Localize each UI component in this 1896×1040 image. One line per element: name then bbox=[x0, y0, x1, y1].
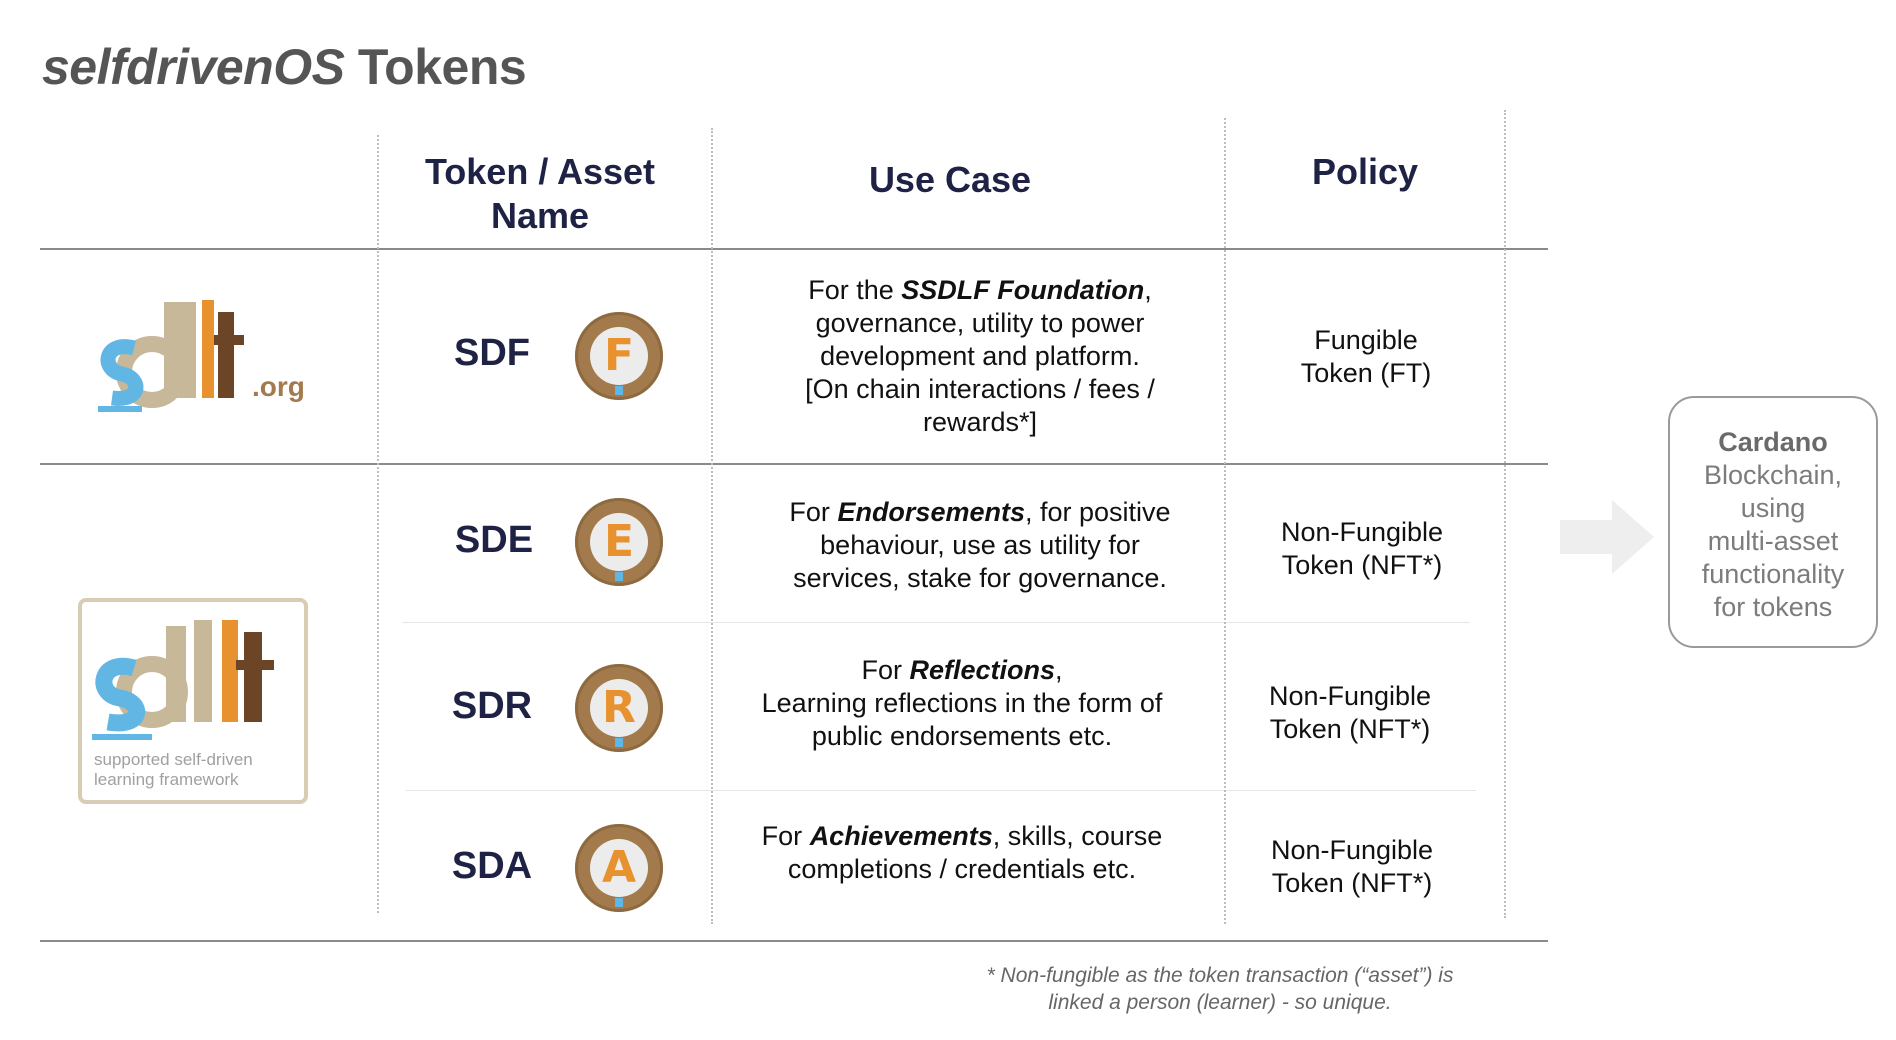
row-divider-sde bbox=[402, 622, 1470, 623]
column-divider-1 bbox=[377, 135, 379, 913]
coin-sde-icon: E bbox=[575, 498, 663, 586]
coin-sda-icon: A bbox=[575, 824, 663, 912]
sdlf-framework-mark bbox=[92, 620, 274, 740]
symbol-sdf: SDF bbox=[454, 332, 530, 374]
sdlf-org-logo: .org bbox=[98, 300, 305, 412]
sdlf-org-suffix: .org bbox=[252, 371, 305, 402]
column-divider-3 bbox=[1224, 118, 1226, 924]
symbol-sde: SDE bbox=[454, 519, 534, 561]
use-case-sde: For Endorsements, for positive behaviour… bbox=[789, 497, 1171, 593]
column-divider-2 bbox=[711, 128, 713, 924]
arrow-right-icon bbox=[1560, 500, 1654, 574]
coin-sdr-icon: R bbox=[575, 664, 663, 752]
sdlf-framework-logo: supported self-driven learning framework bbox=[78, 598, 308, 804]
footnote: * Non-fungible as the token transaction … bbox=[986, 964, 1454, 1014]
symbol-sdr: SDR bbox=[451, 685, 533, 727]
policy-sde: Non-Fungible Token (NFT*) bbox=[1280, 517, 1444, 580]
column-divider-4 bbox=[1504, 110, 1506, 918]
coin-sdf-icon: F bbox=[575, 312, 663, 400]
use-case-sdf: For the SSDLF Foundation, governance, ut… bbox=[805, 275, 1155, 437]
sdlf-caption: supported self-driven learning framework bbox=[94, 750, 253, 789]
header-divider bbox=[40, 248, 1548, 250]
policy-sda: Non-Fungible Token (NFT*) bbox=[1270, 835, 1434, 898]
use-case-sda: For Achievements, skills, course complet… bbox=[761, 821, 1163, 884]
row-divider-sdr bbox=[406, 790, 1476, 791]
header-use-case: Use Case bbox=[868, 159, 1032, 200]
policy-sdf: Fungible Token (FT) bbox=[1300, 325, 1432, 388]
page-title: selfdrivenOS Tokens bbox=[42, 39, 527, 95]
header-policy: Policy bbox=[1311, 151, 1419, 192]
policy-sdr: Non-Fungible Token (NFT*) bbox=[1268, 681, 1432, 744]
table-bottom-line bbox=[40, 940, 1548, 942]
header-token-name: Token / Asset Name bbox=[424, 151, 656, 236]
use-case-sdr: For Reflections, Learning reflections in… bbox=[761, 655, 1163, 751]
symbol-sda: SDA bbox=[451, 845, 533, 887]
cardano-callout: Cardano Blockchain, using multi-asset fu… bbox=[1668, 396, 1878, 648]
row-divider-sdf bbox=[40, 463, 1548, 465]
